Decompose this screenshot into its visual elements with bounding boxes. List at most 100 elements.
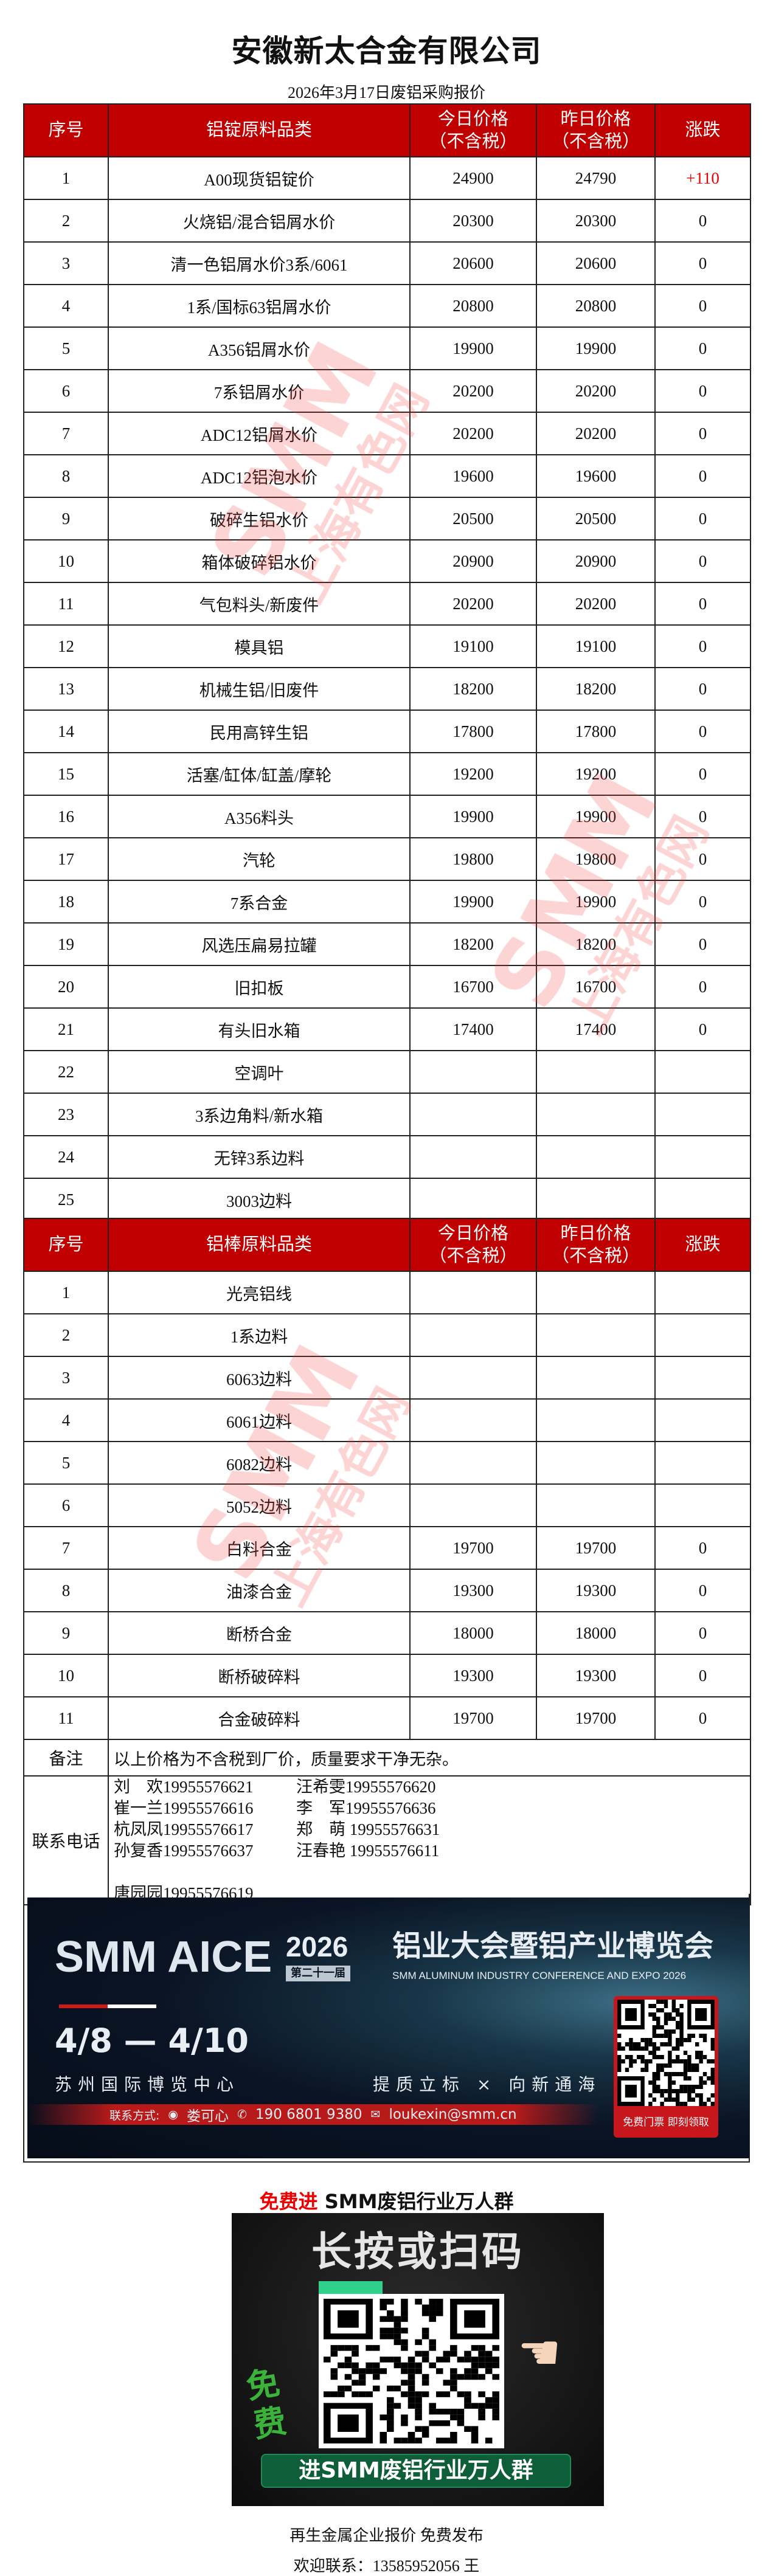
banner-contact-strip: 联系方式: ◉ 娄可心 ✆ 190 6801 9380 ✉ loukexin@smm.… (27, 2104, 599, 2125)
row-today-price: 24900 (409, 156, 537, 200)
banner-accent-bar (59, 2005, 108, 2008)
row-yesterday-price: 19200 (536, 752, 656, 796)
row-yesterday-price (536, 1178, 656, 1221)
row-yesterday-price: 20900 (536, 539, 656, 583)
row-yesterday-price: 19700 (536, 1696, 656, 1740)
row-yesterday-price: 20500 (536, 497, 656, 540)
join-group-button[interactable]: 进SMM废铝行业万人群 (261, 2454, 571, 2488)
row-change: 0 (654, 582, 751, 626)
contacts-row: 联系电话 刘 欢19955576621 汪希雯19955576620 崔一兰1995… (23, 1775, 751, 1905)
row-category: ADC12铝屑水价 (108, 412, 411, 455)
row-change: 0 (654, 837, 751, 881)
banner-title-cn: 铝业大会暨铝产业博览会 (392, 1929, 714, 1963)
col-header-index: 序号 (23, 103, 109, 157)
row-index: 10 (23, 539, 109, 583)
row-index: 12 (23, 624, 109, 668)
person-icon: ◉ (168, 2108, 178, 2121)
row-change: 0 (654, 539, 751, 583)
row-index: 19 (23, 922, 109, 966)
row-index: 11 (23, 1696, 109, 1740)
row-yesterday-price: 24790 (536, 156, 656, 200)
row-category: 火烧铝/混合铝屑水价 (108, 199, 411, 243)
table-row: 6 7系铝屑水价 20200 20200 0 (23, 369, 751, 413)
phone-icon: ✆ (237, 2108, 247, 2121)
row-category: 6061边料 (108, 1398, 411, 1442)
row-today-price (409, 1483, 537, 1527)
row-index: 22 (23, 1050, 109, 1094)
table-row: 3 6063边料 (23, 1356, 751, 1400)
col-header-category: 铝锭原料品类 (108, 103, 411, 157)
table-row: 2 火烧铝/混合铝屑水价 20300 20300 0 (23, 199, 751, 243)
row-yesterday-price (536, 1093, 656, 1136)
row-index: 6 (23, 1483, 109, 1527)
row-yesterday-price: 19900 (536, 326, 656, 370)
row-today-price: 19700 (409, 1696, 537, 1740)
banner-title-en: SMM ALUMINUM INDUSTRY CONFERENCE AND EXP… (392, 1970, 687, 1981)
group-qr-promo[interactable]: 长按或扫码 免费 ☚ 进SMM废铝行业万人群 (232, 2213, 604, 2506)
table-row: 11 气包料头/新废件 20200 20200 0 (23, 582, 751, 626)
row-change: 0 (654, 667, 751, 711)
row-yesterday-price: 19300 (536, 1569, 656, 1612)
row-category: 有头旧水箱 (108, 1007, 411, 1051)
table-row: 3 清一色铝屑水价3系/6061 20600 20600 0 (23, 241, 751, 285)
row-category: 汽轮 (108, 837, 411, 881)
table-row: 17 汽轮 19800 19800 0 (23, 837, 751, 881)
row-change: 0 (654, 1569, 751, 1612)
row-today-price: 16700 (409, 965, 537, 1009)
row-index: 13 (23, 667, 109, 711)
row-today-price: 18000 (409, 1611, 537, 1655)
row-category: 断桥合金 (108, 1611, 411, 1655)
promo-title: 免费进 SMM废铝行业万人群 (0, 2186, 773, 2214)
banner-slogan: 提质立标 × 向新通海 (373, 2074, 601, 2094)
table-row: 1 光亮铝线 (23, 1271, 751, 1314)
group-qr-code[interactable] (319, 2294, 504, 2448)
row-category: A356料头 (108, 795, 411, 838)
row-index: 3 (23, 241, 109, 285)
row-yesterday-price: 18000 (536, 1611, 656, 1655)
table-row: 2 1系边料 (23, 1313, 751, 1357)
row-yesterday-price: 20200 (536, 582, 656, 626)
row-change: 0 (654, 880, 751, 924)
contacts-label: 联系电话 (23, 1775, 109, 1905)
row-today-price: 19100 (409, 624, 537, 668)
row-today-price: 20200 (409, 369, 537, 413)
aice-expo-banner[interactable]: SMM AICE 2026 第二十一届 铝业大会暨铝产业博览会 SMM ALUM… (27, 1897, 749, 2158)
row-today-price: 19300 (409, 1654, 537, 1697)
row-today-price: 20900 (409, 539, 537, 583)
row-category: 箱体破碎铝水价 (108, 539, 411, 583)
table-row: 9 断桥合金 18000 18000 0 (23, 1611, 751, 1655)
ticket-qr-code[interactable]: 免费门票 即刻领取 (614, 1996, 718, 2138)
table-row: 10 断桥破碎料 19300 19300 0 (23, 1654, 751, 1697)
qr-caption: 免费门票 即刻领取 (623, 2116, 709, 2129)
promo-headline: 长按或扫码 (311, 2228, 524, 2275)
table-row: 19 风选压扁易拉罐 18200 18200 0 (23, 922, 751, 966)
row-change: 0 (654, 752, 751, 796)
contact-line: 杭凤凤19955576617 郑 萌 19955576631 (114, 1819, 745, 1840)
promo-title-rest: SMM废铝行业万人群 (317, 2190, 514, 2213)
table-row: 6 5052边料 (23, 1483, 751, 1527)
row-yesterday-price: 16700 (536, 965, 656, 1009)
quote-date-subtitle: 2026年3月17日废铝采购报价 (287, 84, 485, 102)
table-row: 14 民用高锌生铝 17800 17800 0 (23, 710, 751, 753)
row-category: 旧扣板 (108, 965, 411, 1009)
footer-line-1: 再生金属企业报价 免费发布 (289, 2527, 484, 2544)
row-category: 6063边料 (108, 1356, 411, 1400)
row-yesterday-price: 19700 (536, 1526, 656, 1570)
table-row: 8 油漆合金 19300 19300 0 (23, 1569, 751, 1612)
row-yesterday-price: 20200 (536, 412, 656, 455)
row-yesterday-price: 18200 (536, 922, 656, 966)
remarks-text: 以上价格为不含税到厂价，质量要求干净无杂。 (108, 1739, 751, 1777)
row-change: 0 (654, 497, 751, 540)
row-category: A00现货铝锭价 (108, 156, 411, 200)
row-change: 0 (654, 965, 751, 1009)
row-index: 6 (23, 369, 109, 413)
table-row: 8 ADC12铝泡水价 19600 19600 0 (23, 454, 751, 498)
row-change (654, 1398, 751, 1442)
row-yesterday-price: 20600 (536, 241, 656, 285)
row-today-price: 20200 (409, 412, 537, 455)
row-today-price (409, 1356, 537, 1400)
row-today-price (409, 1313, 537, 1357)
row-index: 15 (23, 752, 109, 796)
row-category: ADC12铝泡水价 (108, 454, 411, 498)
rod-price-table: 序号 铝棒原料品类 今日价格 （不含税） 昨日价格 （不含税） 涨跌 1 光亮铝线… (23, 1218, 751, 1905)
